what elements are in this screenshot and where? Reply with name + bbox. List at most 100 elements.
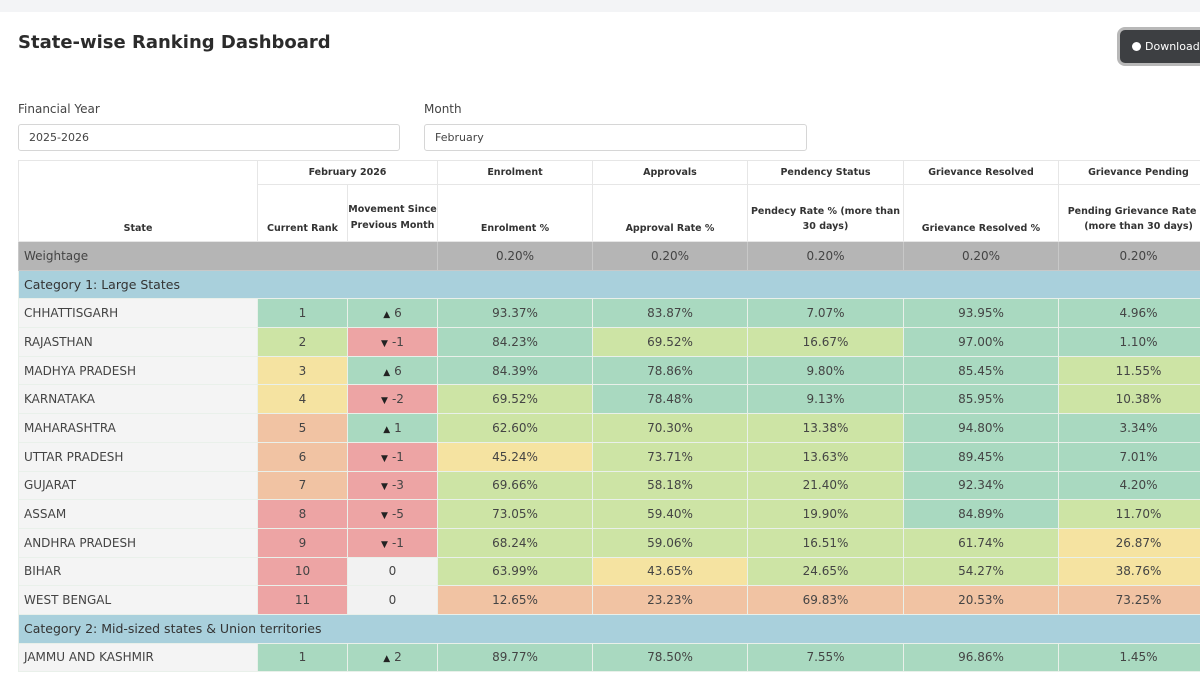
approval-rate: 78.50% (592, 642, 748, 673)
table-row[interactable]: MAHARASHTRA 5 ▲ 1 62.60% 70.30% 13.38% 94.80% 3.… (18, 413, 1200, 443)
pending-grievance-rate: 11.70% (1058, 499, 1200, 529)
download-button[interactable]: Download (1120, 30, 1200, 63)
movement-value: 0 (388, 593, 397, 608)
table-row[interactable]: ASSAM 8 ▼ -5 73.05% 59.40% 19.90% 84.89% 11.70% (18, 499, 1200, 529)
pendency-rate: 19.90% (747, 499, 904, 529)
grievance-resolved-pct: 97.00% (903, 327, 1059, 357)
current-rank: 4 (257, 384, 348, 415)
pendency-rate: 9.13% (747, 384, 904, 415)
financial-year-label: Financial Year (18, 102, 100, 116)
table-row[interactable]: JAMMU AND KASHMIR 1 ▲ 2 89.77% 78.50% 7.55% 96.… (18, 642, 1200, 673)
grievance-resolved-pct: 96.86% (903, 642, 1059, 673)
arrow-up-icon: ▲ (383, 424, 391, 435)
movement: ▲ 2 (347, 642, 438, 673)
movement-value: 2 (394, 650, 402, 665)
current-rank: 2 (257, 327, 348, 357)
movement-value: -2 (391, 392, 404, 407)
state-name: WEST BENGAL (18, 585, 258, 615)
enrolment-pct: 63.99% (437, 556, 593, 587)
pending-grievance-rate: 73.25% (1058, 585, 1200, 615)
current-rank: 1 (257, 642, 348, 673)
movement-value: 1 (394, 420, 402, 435)
group-header-approvals: Approvals (592, 160, 748, 185)
movement-value: 0 (388, 564, 397, 579)
movement: ▼ -1 (347, 327, 438, 357)
enrolment-pct: 45.24% (437, 441, 593, 472)
pendency-rate: 69.83% (747, 585, 904, 615)
month-select[interactable]: February (424, 124, 807, 151)
state-name: JAMMU AND KASHMIR (18, 642, 258, 673)
grievance-resolved-pct: 89.45% (903, 441, 1059, 472)
enrolment-pct: 73.05% (437, 499, 593, 529)
header-state: State (18, 160, 258, 242)
arrow-down-icon: ▼ (381, 396, 388, 407)
header-current-rank: Current Rank (257, 184, 348, 242)
movement: ▲ 6 (347, 355, 438, 386)
arrow-up-icon: ▲ (383, 310, 391, 321)
header-pendency-rate: Pendecy Rate % (more than 30 days) (747, 184, 904, 242)
grievance-resolved-pct: 92.34% (903, 470, 1059, 501)
pendency-rate: 13.38% (747, 413, 904, 443)
current-rank: 6 (257, 441, 348, 472)
ranking-table: State February 2026 Enrolment Approvals … (18, 160, 1200, 673)
arrow-up-icon: ▲ (383, 367, 391, 378)
approval-rate: 70.30% (592, 413, 748, 443)
pending-grievance-rate: 26.87% (1058, 527, 1200, 558)
arrow-up-icon: ▲ (383, 654, 391, 665)
approval-rate: 83.87% (592, 298, 748, 329)
header-pending-grievance-rate: Pending Grievance Rate % (more than 30 d… (1058, 184, 1200, 242)
table-row[interactable]: CHHATTISGARH 1 ▲ 6 93.37% 83.87% 7.07% 93.95% 4.… (18, 298, 1200, 329)
group-header-enrolment: Enrolment (437, 160, 593, 185)
movement: ▼ -3 (347, 470, 438, 501)
weightage-value: 0.20% (747, 241, 904, 271)
pendency-rate: 7.55% (747, 642, 904, 673)
table-row[interactable]: RAJASTHAN 2 ▼ -1 84.23% 69.52% 16.67% 97.00% 1.1… (18, 327, 1200, 357)
approval-rate: 23.23% (592, 585, 748, 615)
pendency-rate: 16.67% (747, 327, 904, 357)
grievance-resolved-pct: 20.53% (903, 585, 1059, 615)
table-row[interactable]: MADHYA PRADESH 3 ▲ 6 84.39% 78.86% 9.80% 85.45%… (18, 355, 1200, 386)
table-row[interactable]: ANDHRA PRADESH 9 ▼ -1 68.24% 59.06% 16.51% 61.7… (18, 527, 1200, 558)
enrolment-pct: 89.77% (437, 642, 593, 673)
pending-grievance-rate: 3.34% (1058, 413, 1200, 443)
pending-grievance-rate: 4.20% (1058, 470, 1200, 501)
table-row[interactable]: WEST BENGAL 11 0 12.65% 23.23% 69.83% 20.53% 73… (18, 585, 1200, 615)
current-rank: 7 (257, 470, 348, 501)
current-rank: 8 (257, 499, 348, 529)
pendency-rate: 16.51% (747, 527, 904, 558)
category-label: Category 1: Large States (18, 269, 1200, 300)
grievance-resolved-pct: 61.74% (903, 527, 1059, 558)
approval-rate: 59.06% (592, 527, 748, 558)
current-rank: 10 (257, 556, 348, 587)
current-rank: 11 (257, 585, 348, 615)
table-row[interactable]: BIHAR 10 0 63.99% 43.65% 24.65% 54.27% 38.76% (18, 556, 1200, 587)
movement: ▲ 6 (347, 298, 438, 329)
current-rank: 5 (257, 413, 348, 443)
weightage-value: 0.20% (903, 241, 1059, 271)
state-name: KARNATAKA (18, 384, 258, 415)
grievance-resolved-pct: 85.45% (903, 355, 1059, 386)
grievance-resolved-pct: 85.95% (903, 384, 1059, 415)
state-name: MADHYA PRADESH (18, 355, 258, 386)
top-bar (0, 0, 1200, 12)
table-row[interactable]: UTTAR PRADESH 6 ▼ -1 45.24% 73.71% 13.63% 89.45… (18, 441, 1200, 472)
table-row[interactable]: KARNATAKA 4 ▼ -2 69.52% 78.48% 9.13% 85.95% 10.3… (18, 384, 1200, 415)
financial-year-select[interactable]: 2025-2026 (18, 124, 400, 151)
state-name: RAJASTHAN (18, 327, 258, 357)
state-name: ANDHRA PRADESH (18, 527, 258, 558)
grievance-resolved-pct: 93.95% (903, 298, 1059, 329)
table-row[interactable]: GUJARAT 7 ▼ -3 69.66% 58.18% 21.40% 92.34% 4.20% (18, 470, 1200, 501)
pending-grievance-rate: 7.01% (1058, 441, 1200, 472)
pendency-rate: 9.80% (747, 355, 904, 386)
enrolment-pct: 12.65% (437, 585, 593, 615)
enrolment-pct: 68.24% (437, 527, 593, 558)
arrow-down-icon: ▼ (381, 539, 388, 550)
arrow-down-icon: ▼ (381, 453, 388, 464)
movement: ▼ -1 (347, 527, 438, 558)
movement: ▼ -2 (347, 384, 438, 415)
grievance-resolved-pct: 54.27% (903, 556, 1059, 587)
state-name: GUJARAT (18, 470, 258, 501)
state-name: BIHAR (18, 556, 258, 587)
header-grievance-resolved-pct: Grievance Resolved % (903, 184, 1059, 242)
pendency-rate: 7.07% (747, 298, 904, 329)
